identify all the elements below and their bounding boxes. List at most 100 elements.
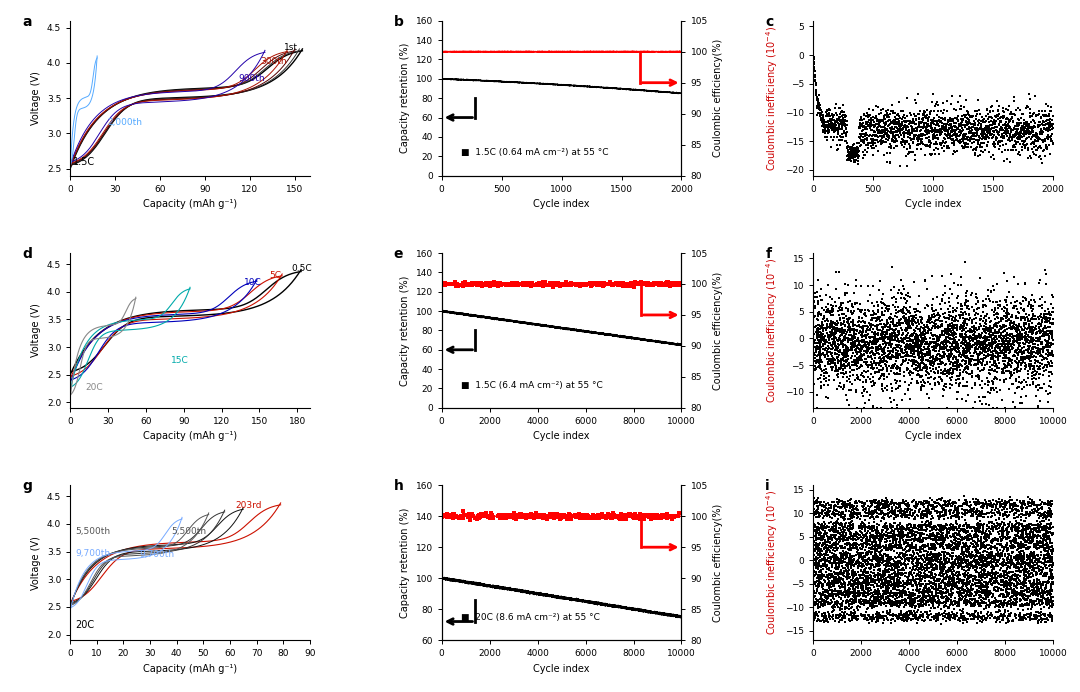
Point: [1004, 557, 1022, 568]
Point: [1025, 314, 1042, 325]
Point: [903, 608, 920, 619]
Point: [1029, 333, 1047, 344]
Point: [864, 309, 881, 320]
Point: [1035, 564, 1052, 575]
Point: [924, 572, 942, 583]
Point: [954, 325, 971, 336]
Point: [858, 582, 875, 593]
Point: [876, 352, 893, 363]
Point: [882, 106, 900, 117]
Point: [1020, 496, 1037, 507]
Point: [958, 498, 975, 509]
Point: [891, 549, 908, 561]
Point: [883, 543, 901, 554]
Point: [637, 278, 654, 289]
Point: [905, 526, 922, 537]
Point: [1027, 145, 1044, 156]
Point: [962, 587, 980, 598]
Point: [995, 367, 1012, 379]
Point: [893, 346, 910, 357]
Point: [1042, 581, 1059, 592]
Point: [881, 518, 899, 529]
Point: [812, 363, 829, 374]
Point: [1013, 118, 1030, 129]
Point: [957, 525, 974, 536]
Point: [1029, 555, 1047, 566]
Point: [960, 608, 977, 619]
Point: [1044, 528, 1062, 539]
Point: [1041, 341, 1058, 352]
Point: [991, 552, 1009, 563]
Point: [946, 357, 963, 368]
Point: [850, 509, 867, 520]
Point: [876, 374, 893, 385]
Point: [900, 567, 917, 579]
Point: [850, 334, 867, 345]
Point: [966, 144, 983, 155]
Point: [855, 149, 873, 161]
Point: [915, 322, 932, 334]
Point: [985, 129, 1002, 140]
Point: [950, 371, 968, 382]
Point: [868, 529, 886, 540]
Point: [657, 510, 674, 521]
Point: [988, 534, 1005, 545]
Point: [869, 574, 887, 585]
Point: [1038, 278, 1055, 289]
Point: [964, 350, 982, 361]
Point: [838, 594, 855, 606]
Point: [845, 314, 862, 325]
Point: [848, 527, 865, 538]
Point: [924, 534, 942, 545]
Point: [934, 614, 951, 625]
Point: [855, 575, 873, 586]
Point: [886, 325, 903, 336]
Point: [810, 90, 827, 101]
Point: [548, 279, 565, 290]
Point: [918, 347, 935, 358]
Point: [822, 598, 839, 609]
Point: [881, 520, 899, 531]
Point: [934, 529, 951, 540]
Point: [1001, 576, 1018, 587]
Point: [824, 578, 841, 589]
Point: [808, 357, 825, 368]
Point: [988, 555, 1005, 566]
Point: [991, 545, 1009, 556]
Point: [603, 509, 620, 520]
Point: [894, 124, 912, 135]
Point: [881, 337, 899, 348]
Point: [942, 310, 959, 321]
Point: [1016, 612, 1034, 623]
Point: [865, 343, 882, 354]
Point: [852, 120, 869, 131]
Point: [907, 522, 924, 534]
Point: [868, 606, 886, 617]
Point: [1002, 516, 1020, 527]
Point: [924, 542, 942, 553]
Point: [982, 576, 999, 587]
Point: [950, 541, 968, 552]
Point: [848, 547, 865, 558]
Point: [1002, 312, 1020, 323]
Point: [826, 339, 843, 350]
Point: [1023, 494, 1040, 505]
Point: [961, 496, 978, 507]
Point: [1009, 551, 1026, 562]
Point: [889, 559, 906, 570]
Point: [986, 338, 1003, 349]
Point: [818, 578, 835, 589]
Point: [821, 320, 838, 331]
Point: [1043, 498, 1061, 509]
Point: [1041, 563, 1058, 574]
Point: [970, 509, 987, 520]
Point: [970, 581, 987, 592]
Point: [1043, 119, 1061, 130]
Point: [913, 313, 930, 324]
Point: [880, 115, 897, 126]
Point: [881, 312, 899, 323]
Point: [1043, 554, 1061, 565]
Point: [878, 530, 895, 541]
Point: [959, 561, 976, 572]
Point: [833, 533, 850, 544]
